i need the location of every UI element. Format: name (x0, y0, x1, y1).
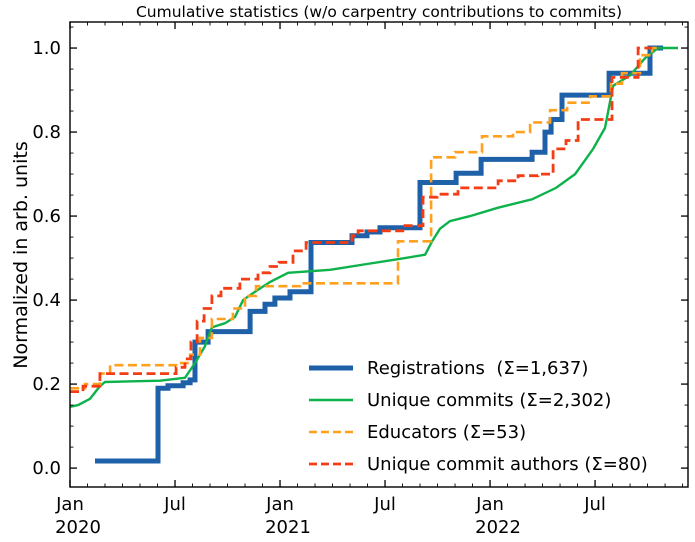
series-line-unique-commits (69, 46, 678, 408)
legend: Registrations (Σ=1,637) Unique commits (Σ… (308, 352, 648, 480)
x-tick-label: Jan (265, 494, 294, 515)
x-tick-label: Jul (163, 494, 186, 515)
legend-label: Registrations (Σ=1,637) (367, 357, 589, 379)
series-lines (69, 45, 678, 464)
registrations-legend-line (309, 365, 353, 371)
x-tick-label: Jan (55, 494, 84, 515)
x-tick-label: Jul (373, 494, 396, 515)
x-tick-year-label: 2022 (475, 517, 521, 538)
chart-title: Cumulative statistics (w/o carpentry con… (135, 3, 623, 21)
x-tick-label: Jul (583, 494, 606, 515)
y-tick-label: 0.6 (32, 206, 61, 227)
axis-ticks (69, 22, 688, 487)
series-line-unique-commit-authors (70, 46, 653, 393)
unique-commits-legend-line (309, 398, 353, 402)
y-tick-label: 0.2 (32, 374, 61, 395)
y-tick-label: 0.0 (32, 458, 61, 479)
series-line-educators (70, 46, 661, 390)
legend-item-registrations: Registrations (Σ=1,637) (308, 352, 648, 384)
x-tick-year-label: 2021 (265, 517, 311, 538)
y-tick-label: 0.4 (32, 290, 61, 311)
educators-legend-line (309, 430, 353, 434)
plot-border (69, 21, 689, 488)
legend-label: Unique commits (Σ=2,302) (367, 389, 612, 411)
y-tick-label: 0.8 (32, 122, 61, 143)
x-tick-label: Jan (475, 494, 504, 515)
unique-commit-authors-legend-line (309, 462, 353, 466)
legend-label: Unique commit authors (Σ=80) (367, 453, 648, 475)
legend-item-educators: Educators (Σ=53) (308, 416, 648, 448)
y-axis-label: Normalized in arb. units (10, 141, 32, 369)
legend-item-unique-commits: Unique commits (Σ=2,302) (308, 384, 648, 416)
y-tick-label: 1.0 (32, 38, 61, 59)
x-tick-year-label: 2020 (55, 517, 101, 538)
legend-label: Educators (Σ=53) (367, 421, 527, 443)
legend-item-unique-commit-authors: Unique commit authors (Σ=80) (308, 448, 648, 480)
